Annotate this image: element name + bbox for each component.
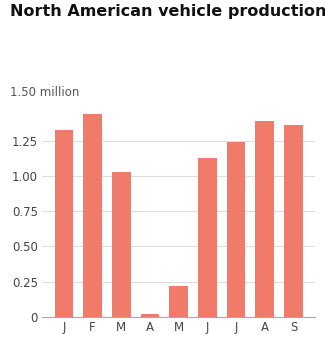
Bar: [55, 130, 73, 317]
Text: 1.50 million: 1.50 million: [10, 86, 79, 99]
Bar: [227, 142, 245, 317]
Bar: [169, 286, 188, 317]
Bar: [198, 158, 217, 317]
Bar: [141, 314, 159, 317]
Text: North American vehicle production: North American vehicle production: [10, 4, 325, 19]
Bar: [255, 121, 274, 317]
Bar: [284, 125, 303, 317]
Bar: [83, 114, 102, 317]
Bar: [112, 172, 131, 317]
